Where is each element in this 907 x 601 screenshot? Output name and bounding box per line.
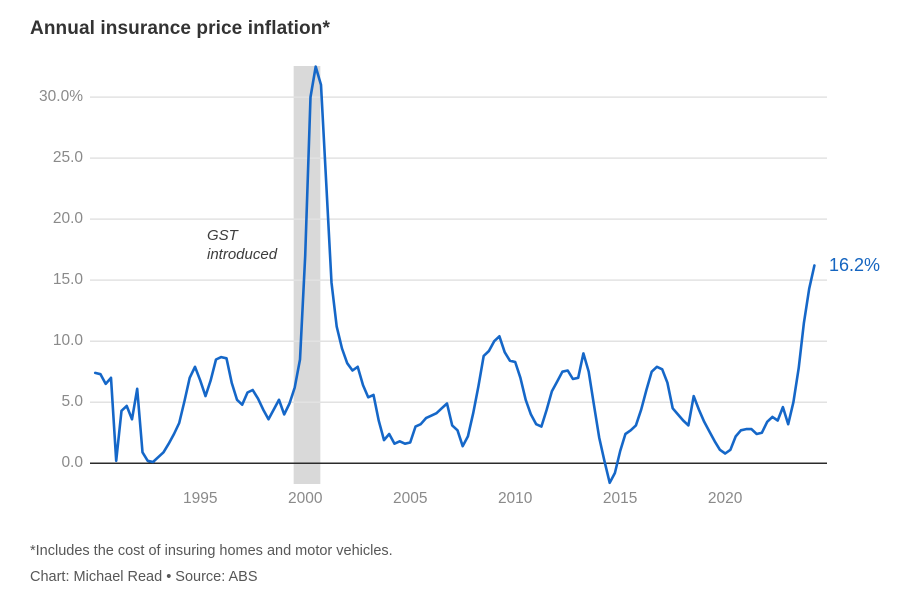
inflation-line [93,65,816,485]
gst-annotation-line2: introduced [207,246,278,263]
x-axis-tick-label: 2005 [392,490,428,507]
gst-annotation-line1: GST [207,227,238,244]
y-axis-tick-label: 20.0 [52,210,83,228]
x-axis-tick-label: 2000 [287,490,323,507]
x-axis-tick-label: 2015 [602,490,638,507]
y-axis-tick-label: 30.0% [39,88,83,106]
source-credit-text: Chart: Michael Read • Source: ABS [30,569,258,585]
y-axis-tick-label: 25.0 [52,149,83,167]
last-value-label: 16.2% [829,254,881,275]
gst-shaded-band [293,66,321,484]
footnote-text: *Includes the cost of insuring homes and… [30,543,393,559]
line-chart-canvas [90,65,827,485]
y-axis-tick-label: 5.0 [61,393,83,411]
gst-annotation: GST introduced [207,226,277,264]
y-axis-tick-label: 0.0 [61,454,83,472]
y-axis-tick-label: 10.0 [52,332,83,350]
x-axis-tick-label: 1995 [182,490,218,507]
y-axis-tick-label: 15.0 [52,271,83,289]
chart-title: Annual insurance price inflation* [30,18,330,39]
x-axis-tick-label: 2020 [707,490,743,507]
x-axis-tick-label: 2010 [497,490,533,507]
